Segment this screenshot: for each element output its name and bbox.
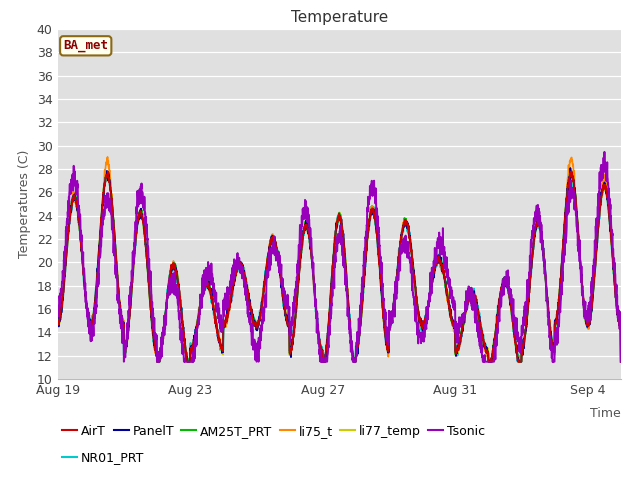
Y-axis label: Temperatures (C): Temperatures (C) xyxy=(19,150,31,258)
Title: Temperature: Temperature xyxy=(291,10,388,25)
Legend: AirT, PanelT, AM25T_PRT, li75_t, li77_temp, Tsonic: AirT, PanelT, AM25T_PRT, li75_t, li77_te… xyxy=(58,420,490,443)
Legend: NR01_PRT: NR01_PRT xyxy=(58,446,150,469)
Text: Time: Time xyxy=(590,407,621,420)
Text: BA_met: BA_met xyxy=(63,39,108,52)
